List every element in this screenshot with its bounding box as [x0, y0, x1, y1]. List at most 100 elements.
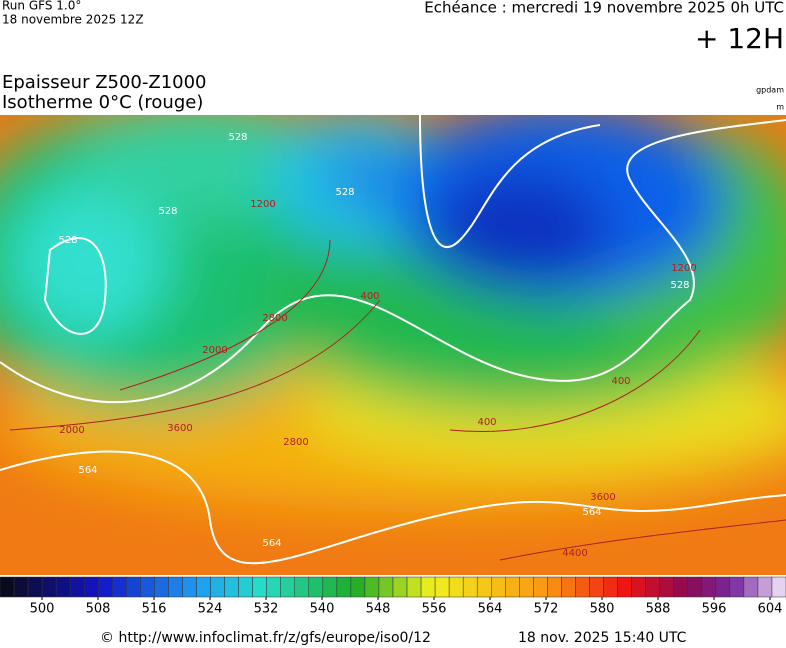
colorbar-cell [252, 576, 267, 598]
colorbar-cell [112, 576, 127, 598]
colorbar-cell [505, 576, 520, 598]
run: Run GFS 1.0° [2, 0, 81, 13]
colorbar-cell [224, 576, 239, 598]
contour-label: 2000 [59, 425, 84, 436]
colorbar-cell [98, 576, 113, 598]
colorbar-cell [406, 576, 422, 598]
colorbar: 500 508 516 524 532 540 548 556 564 572 580 588 596 6… [0, 576, 786, 617]
colorbar-label: 572 [534, 602, 559, 617]
legend-title: Epaisseur Z500-Z1000 [2, 72, 207, 93]
colorbar-cell [378, 576, 394, 598]
colorbar-cell [673, 576, 689, 598]
colorbar-cell [41, 576, 57, 598]
contour-label: 2800 [262, 313, 287, 324]
colorbar-label: 516 [142, 602, 167, 617]
colorbar-label: 524 [198, 602, 223, 617]
colorbar-cell [350, 576, 366, 598]
colorbar-cell [322, 576, 338, 598]
colorbar-cell [168, 576, 183, 598]
colorbar-cell [154, 576, 169, 598]
colorbar-cell [729, 576, 745, 598]
contour-label: 1200 [671, 263, 696, 274]
colorbar-cell [196, 576, 211, 598]
contour-label: 3600 [167, 423, 192, 434]
colorbar-cell [140, 576, 155, 598]
contour-label: 2800 [283, 437, 308, 448]
colorbar-cell [687, 576, 703, 598]
colorbar-label: 604 [758, 602, 783, 617]
colorbar-cell [182, 576, 197, 598]
colorbar-cell [434, 576, 450, 598]
colorbar-cell [27, 576, 43, 598]
colorbar-label: 588 [646, 602, 671, 617]
colorbar-label: 564 [478, 602, 503, 617]
colorbar-cell [420, 576, 436, 598]
colorbar-label: 556 [422, 602, 447, 617]
colorbar-cell [575, 576, 590, 598]
colorbar-cell [701, 576, 717, 598]
colorbar-cell [715, 576, 731, 598]
contour-label: 564 [582, 507, 601, 518]
colorbar-label: 500 [30, 602, 55, 617]
colorbar-label: 508 [86, 602, 111, 617]
legend-title: Isotherme 0°C (rouge) [2, 92, 203, 113]
colorbar-cell [491, 576, 506, 598]
contour-label: 400 [611, 376, 630, 387]
colorbar-cell [336, 576, 352, 598]
contour-label: 400 [477, 417, 496, 428]
contour-label: 4400 [562, 548, 587, 559]
contour-label: 528 [158, 206, 177, 217]
colorbar-label: 540 [310, 602, 335, 617]
colorbar-cell [547, 576, 562, 598]
colorbar-cell [210, 576, 225, 598]
colorbar-cell [294, 576, 310, 598]
colorbar-cell [519, 576, 534, 598]
contour-label: 1200 [250, 199, 275, 210]
colorbar-cell [126, 576, 141, 598]
colorbar-cell [757, 576, 773, 598]
colorbar-cell [617, 576, 632, 598]
contour-label: 564 [78, 465, 97, 476]
contour-label: 400 [360, 291, 379, 302]
unit: gpdam [756, 86, 784, 95]
colorbar-cell [603, 576, 618, 598]
colorbar-cell [55, 576, 71, 598]
colorbar-cell [645, 576, 660, 598]
colorbar-cell [280, 576, 296, 598]
colorbar-cell [13, 576, 29, 598]
colorbar-cell [238, 576, 253, 598]
colorbar-label: 580 [590, 602, 615, 617]
colorbar-cell [266, 576, 281, 598]
colorbar-label: 532 [254, 602, 279, 617]
colorbar-label: 596 [702, 602, 727, 617]
colorbar-cell [631, 576, 646, 598]
colorbar-cell [392, 576, 408, 598]
colorbar-cell [448, 576, 464, 598]
generated: 18 nov. 2025 15:40 UTC [518, 630, 687, 646]
contour-label: 528 [58, 235, 77, 246]
contour-label: 3600 [590, 492, 615, 503]
colorbar-cell [69, 576, 85, 598]
valid-time: Echéance : mercredi 19 novembre 2025 0h … [424, 0, 784, 17]
colorbar-cell [659, 576, 674, 598]
run-date: 18 novembre 2025 12Z [2, 13, 144, 27]
colorbar-cell [533, 576, 548, 598]
colorbar-cell [0, 576, 15, 598]
colorbar-cell [83, 576, 99, 598]
colorbar-cell [364, 576, 380, 598]
contour-label: 528 [335, 187, 354, 198]
contour-label: 564 [262, 538, 281, 549]
unit: m [776, 103, 784, 112]
colorbar-cell [476, 576, 492, 598]
colorbar-cell [462, 576, 478, 598]
contour-label: 528 [670, 280, 689, 291]
colorbar-label: 548 [366, 602, 391, 617]
contour-label: 528 [228, 132, 247, 143]
colorbar-cell [308, 576, 324, 598]
colorbar-cell [589, 576, 604, 598]
colorbar-cell [743, 576, 759, 598]
lead-time: + 12H [695, 22, 784, 55]
source: © http://www.infoclimat.fr/z/gfs/europe/… [100, 630, 431, 646]
contour-label: 2000 [202, 345, 227, 356]
